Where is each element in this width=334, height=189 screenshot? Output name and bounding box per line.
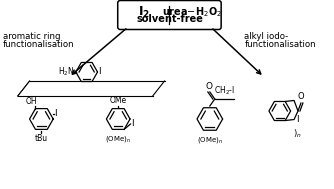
Text: I: I <box>296 115 299 124</box>
Text: O: O <box>298 92 304 101</box>
Text: functionalisation: functionalisation <box>3 40 74 49</box>
Text: $\mathbf{I_2}$: $\mathbf{I_2}$ <box>138 5 150 20</box>
Text: OH: OH <box>26 97 37 106</box>
Text: solvent-free: solvent-free <box>136 13 203 23</box>
Text: tBu: tBu <box>35 134 48 143</box>
FancyBboxPatch shape <box>118 1 221 29</box>
Text: H$_2$N: H$_2$N <box>58 66 75 78</box>
Text: I: I <box>99 67 101 77</box>
Text: I: I <box>131 119 134 129</box>
Text: alkyl iodo-: alkyl iodo- <box>244 32 289 41</box>
Text: OMe: OMe <box>110 96 127 105</box>
Text: )$_n$: )$_n$ <box>293 128 302 140</box>
Text: urea$-$H$_2$O$_2$: urea$-$H$_2$O$_2$ <box>162 5 222 19</box>
Text: CH$_2$-I: CH$_2$-I <box>214 84 235 97</box>
Text: I: I <box>54 109 57 119</box>
Text: aromatic ring: aromatic ring <box>3 32 60 41</box>
Text: functionalisation: functionalisation <box>244 40 316 49</box>
Text: O: O <box>205 82 212 91</box>
Text: (OMe)$_n$: (OMe)$_n$ <box>105 134 131 144</box>
Text: (OMe)$_n$: (OMe)$_n$ <box>197 135 223 145</box>
